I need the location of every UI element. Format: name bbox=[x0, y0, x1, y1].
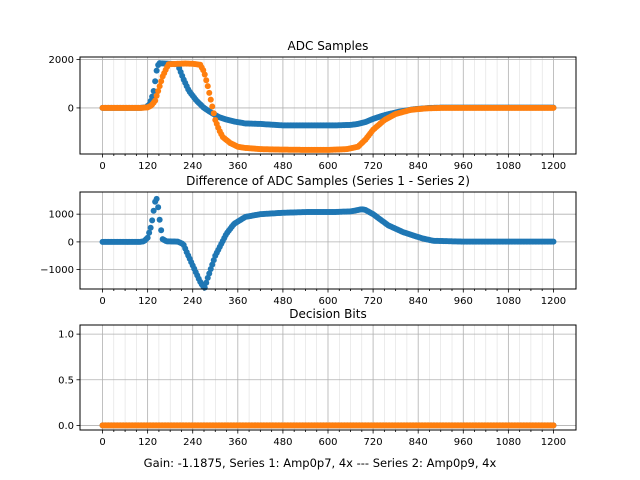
y-tick-label: 0.5 bbox=[58, 375, 74, 386]
data-point bbox=[153, 195, 160, 202]
data-point bbox=[550, 238, 557, 245]
x-tick-label: 120 bbox=[138, 161, 157, 172]
subplot-difference: 0 120 240 360 480 600 720 840 960 1080 1200 −1000 0 1… bbox=[40, 174, 577, 307]
x-tick-label: 0 bbox=[99, 437, 105, 448]
x-tick-label: 720 bbox=[364, 296, 383, 307]
x-tick-label: 1200 bbox=[541, 161, 566, 172]
x-tick-label: 720 bbox=[364, 437, 383, 448]
x-tick-label: 360 bbox=[228, 437, 247, 448]
data-point bbox=[204, 83, 211, 90]
x-tick-label: 480 bbox=[273, 161, 292, 172]
x-tick-label: 840 bbox=[409, 437, 428, 448]
data-point bbox=[550, 422, 557, 429]
data-point bbox=[158, 227, 165, 234]
data-point bbox=[149, 217, 156, 224]
x-tick-label: 720 bbox=[364, 161, 383, 172]
subplot-title: ADC Samples bbox=[288, 39, 369, 53]
x-tick-label: 120 bbox=[138, 437, 157, 448]
data-point bbox=[155, 204, 162, 211]
data-point bbox=[156, 83, 163, 90]
x-tick-label: 360 bbox=[228, 296, 247, 307]
subplot-title: Decision Bits bbox=[289, 307, 366, 321]
x-tick-label: 840 bbox=[409, 296, 428, 307]
data-point bbox=[209, 103, 216, 110]
x-tick-label: 480 bbox=[273, 437, 292, 448]
data-point bbox=[158, 78, 165, 85]
x-tick-label: 600 bbox=[318, 296, 337, 307]
data-point bbox=[150, 207, 157, 214]
x-tick-label: 1200 bbox=[541, 296, 566, 307]
x-tick-label: 960 bbox=[454, 161, 473, 172]
data-point bbox=[153, 92, 160, 99]
data-point bbox=[156, 216, 163, 223]
figure-xlabel: Gain: -1.1875, Series 1: Amp0p7, 4x --- … bbox=[144, 456, 497, 470]
y-tick-label: 2000 bbox=[49, 55, 74, 66]
data-point bbox=[146, 229, 153, 236]
data-point bbox=[203, 77, 210, 84]
series-2 bbox=[99, 422, 557, 429]
data-point bbox=[207, 96, 214, 103]
data-point bbox=[201, 71, 208, 78]
x-tick-label: 240 bbox=[183, 161, 202, 172]
x-tick-label: 600 bbox=[318, 161, 337, 172]
x-tick-label: 0 bbox=[99, 296, 105, 307]
x-tick-label: 1200 bbox=[541, 437, 566, 448]
x-tick-label: 960 bbox=[454, 296, 473, 307]
data-point bbox=[155, 87, 162, 94]
x-tick-label: 1080 bbox=[496, 161, 521, 172]
y-tick-label: 0 bbox=[68, 103, 74, 114]
data-point bbox=[144, 234, 151, 241]
x-tick-label: 120 bbox=[138, 296, 157, 307]
x-tick-label: 480 bbox=[273, 296, 292, 307]
y-tick-label: 0 bbox=[68, 237, 74, 248]
x-tick-label: 0 bbox=[99, 161, 105, 172]
data-point bbox=[550, 104, 557, 111]
y-tick-label: 0.0 bbox=[58, 421, 74, 432]
x-tick-label: 840 bbox=[409, 161, 428, 172]
data-point bbox=[152, 97, 159, 104]
series-2 bbox=[99, 60, 557, 153]
x-tick-label: 1080 bbox=[496, 437, 521, 448]
subplot-title: Difference of ADC Samples (Series 1 - Se… bbox=[186, 174, 470, 188]
data-point bbox=[147, 224, 154, 231]
data-point bbox=[203, 279, 210, 286]
x-tick-label: 1080 bbox=[496, 296, 521, 307]
x-tick-label: 240 bbox=[183, 437, 202, 448]
data-point bbox=[210, 110, 217, 117]
y-tick-label: 1000 bbox=[49, 210, 74, 221]
series-1 bbox=[99, 195, 557, 291]
x-tick-label: 360 bbox=[228, 161, 247, 172]
y-tick-label: 1.0 bbox=[58, 330, 74, 341]
x-tick-label: 960 bbox=[454, 437, 473, 448]
data-point bbox=[153, 67, 160, 74]
subplot-adc-samples: 0 120 240 360 480 600 720 840 960 1080 1200 0 2000 AD… bbox=[49, 39, 577, 172]
subplot-decision-bits: 0 120 240 360 480 600 720 840 960 1080 1200 0.0 0.5 1… bbox=[58, 307, 577, 448]
data-point bbox=[152, 78, 159, 85]
y-tick-label: −1000 bbox=[40, 265, 74, 276]
x-tick-label: 240 bbox=[183, 296, 202, 307]
data-point bbox=[150, 87, 157, 94]
x-tick-label: 600 bbox=[318, 437, 337, 448]
data-point bbox=[206, 89, 213, 96]
